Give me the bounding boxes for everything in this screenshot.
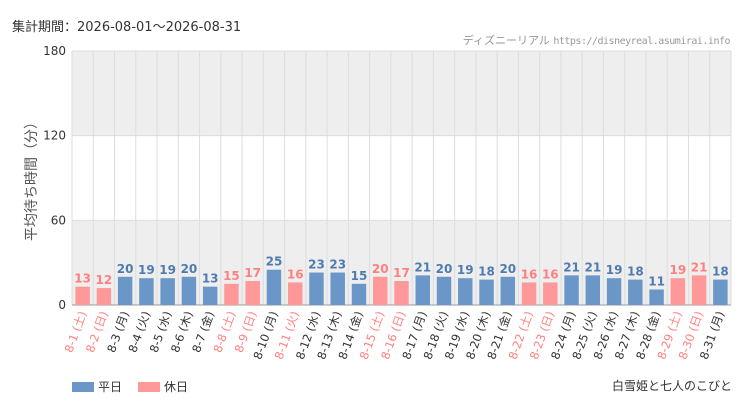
legend-item-weekday: 平日 xyxy=(72,378,122,395)
value-label-3: 20 xyxy=(117,262,134,276)
chart-grid xyxy=(71,50,732,306)
x-axis-ticks: 8-1 (土)8-2 (日)8-3 (月)8-4 (火)8-5 (水)8-6 (… xyxy=(62,309,728,361)
value-label-6: 20 xyxy=(181,262,198,276)
bar-9 xyxy=(245,281,260,305)
legend-label-weekday: 平日 xyxy=(98,380,123,394)
period-text: 集計期間：2026-08-01〜2026-08-31 xyxy=(12,16,241,35)
value-label-23: 16 xyxy=(542,267,559,281)
chart-bars xyxy=(75,269,728,305)
bar-4 xyxy=(139,278,154,305)
bar-20 xyxy=(479,279,494,305)
site-credit: ディズニーリアル https://disneyreal.asumirai.inf… xyxy=(462,32,731,48)
bar-22 xyxy=(521,282,537,305)
legend-swatch-weekday xyxy=(72,381,94,392)
value-label-15: 20 xyxy=(372,262,389,276)
bar-10 xyxy=(266,269,282,305)
bar-26 xyxy=(606,278,622,305)
value-label-16: 17 xyxy=(393,266,410,280)
bar-6 xyxy=(181,276,197,305)
value-label-18: 20 xyxy=(436,262,453,276)
bar-31 xyxy=(713,279,728,305)
value-label-11: 16 xyxy=(287,267,304,281)
y-tick-label: 180 xyxy=(43,44,66,58)
value-label-28: 11 xyxy=(648,274,665,288)
bar-19 xyxy=(458,278,473,305)
value-label-27: 18 xyxy=(627,265,644,279)
chart-value-labels: 13 12 20 19 19 20 13 15 17 25 16 23 23 15 20 17 21 20 19 18… xyxy=(74,255,728,289)
bar-24 xyxy=(564,275,579,305)
bar-12 xyxy=(309,272,324,305)
bar-3 xyxy=(117,276,133,305)
value-label-26: 19 xyxy=(606,263,623,277)
bar-5 xyxy=(160,278,175,305)
value-label-29: 19 xyxy=(670,263,687,277)
shaded-band-0 xyxy=(72,51,731,136)
y-axis-ticks: 0 60 120 180 xyxy=(43,44,66,312)
value-label-25: 21 xyxy=(584,260,601,274)
period-label: 集計期間： xyxy=(12,20,78,35)
bar-25 xyxy=(585,275,601,305)
bar-17 xyxy=(415,275,430,305)
bar-30 xyxy=(691,275,707,305)
value-label-17: 21 xyxy=(414,260,431,274)
value-label-20: 18 xyxy=(478,265,495,279)
value-label-21: 20 xyxy=(499,262,516,276)
value-label-22: 16 xyxy=(521,267,538,281)
value-label-2: 12 xyxy=(96,273,113,287)
value-label-8: 15 xyxy=(223,269,240,283)
bar-8 xyxy=(224,283,239,305)
legend-label-holiday: 休日 xyxy=(164,380,189,394)
value-label-7: 13 xyxy=(202,272,219,286)
bar-7 xyxy=(202,286,218,305)
value-label-14: 15 xyxy=(351,269,368,283)
bar-16 xyxy=(394,281,409,305)
value-label-10: 25 xyxy=(266,255,283,269)
value-label-1: 13 xyxy=(74,272,91,286)
credit-url: https://disneyreal.asumirai.info xyxy=(553,36,730,47)
attraction-name: 白雪姫と七人のこびと xyxy=(611,379,732,393)
value-label-5: 19 xyxy=(159,263,176,277)
y-tick-label: 0 xyxy=(58,298,66,312)
bar-23 xyxy=(543,282,558,305)
bar-11 xyxy=(287,282,303,305)
bar-21 xyxy=(500,276,516,305)
value-label-31: 18 xyxy=(712,265,729,279)
period-value: 2026-08-01〜2026-08-31 xyxy=(77,20,242,35)
value-label-12: 23 xyxy=(308,258,325,272)
y-tick-label: 60 xyxy=(51,213,66,227)
bar-15 xyxy=(373,276,388,305)
bar-14 xyxy=(351,283,367,305)
bar-27 xyxy=(628,279,643,305)
bar-28 xyxy=(649,289,664,305)
chart-legend: 平日 休日 xyxy=(72,378,204,395)
value-label-13: 23 xyxy=(329,258,346,272)
value-label-9: 17 xyxy=(244,266,261,280)
value-label-4: 19 xyxy=(138,263,155,277)
value-label-30: 21 xyxy=(691,260,708,274)
bar-13 xyxy=(330,272,345,305)
bar-29 xyxy=(670,278,686,305)
bar-2 xyxy=(96,288,112,305)
bar-18 xyxy=(436,276,452,305)
y-axis-title: 平均待ち時間（分） xyxy=(24,115,40,241)
legend-item-holiday: 休日 xyxy=(138,378,188,395)
value-label-19: 19 xyxy=(457,263,474,277)
credit-site-name: ディズニーリアル xyxy=(462,34,550,47)
y-tick-label: 120 xyxy=(43,129,66,143)
legend-swatch-holiday xyxy=(138,381,161,392)
bar-1 xyxy=(75,286,90,305)
value-label-24: 21 xyxy=(563,260,580,274)
